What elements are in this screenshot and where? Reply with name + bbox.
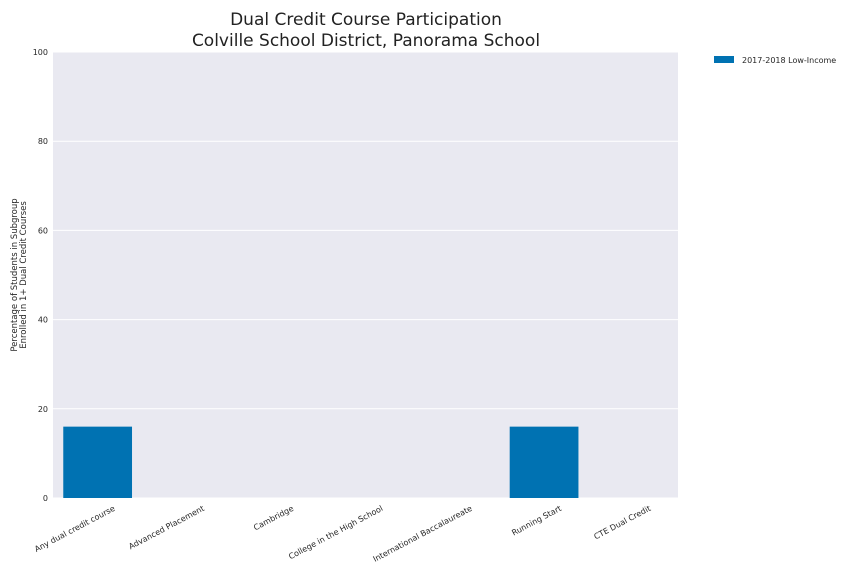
y-axis-label: Percentage of Students in Subgroup Enrol… — [10, 198, 29, 351]
y-tick-labels: 0 20 40 60 80 100 — [33, 48, 48, 503]
y-tick-label: 0 — [43, 494, 48, 503]
x-tick-label: CTE Dual Credit — [592, 504, 652, 542]
x-tick-labels: Any dual credit course Advanced Placement… — [33, 504, 652, 564]
plot-area — [53, 52, 678, 498]
legend-label: 2017-2018 Low-Income — [742, 56, 836, 65]
legend-swatch — [714, 56, 734, 63]
x-tick-label: International Baccalaureate — [372, 504, 474, 564]
bar — [509, 426, 579, 498]
bar — [63, 426, 133, 498]
y-axis-label-line-1: Percentage of Students in Subgroup — [10, 198, 20, 351]
y-tick-label: 80 — [38, 137, 48, 146]
y-tick-label: 40 — [38, 316, 48, 325]
y-tick-label: 20 — [38, 405, 48, 414]
x-tick-label: Cambridge — [252, 504, 295, 533]
chart-title-line-1: Dual Credit Course Participation — [230, 10, 502, 30]
y-tick-label: 60 — [38, 226, 48, 235]
x-tick-label: Any dual credit course — [33, 504, 117, 554]
bars — [63, 426, 579, 498]
x-tick-label: Advanced Placement — [127, 504, 206, 551]
y-axis-label-line-2: Enrolled in 1+ Dual Credit Courses — [19, 201, 29, 349]
x-tick-label: College in the High School — [287, 504, 384, 561]
legend: 2017-2018 Low-Income — [714, 56, 836, 65]
chart-title-line-2: Colville School District, Panorama Schoo… — [192, 31, 540, 51]
y-tick-label: 100 — [33, 48, 48, 57]
x-tick-label: Running Start — [510, 504, 563, 538]
